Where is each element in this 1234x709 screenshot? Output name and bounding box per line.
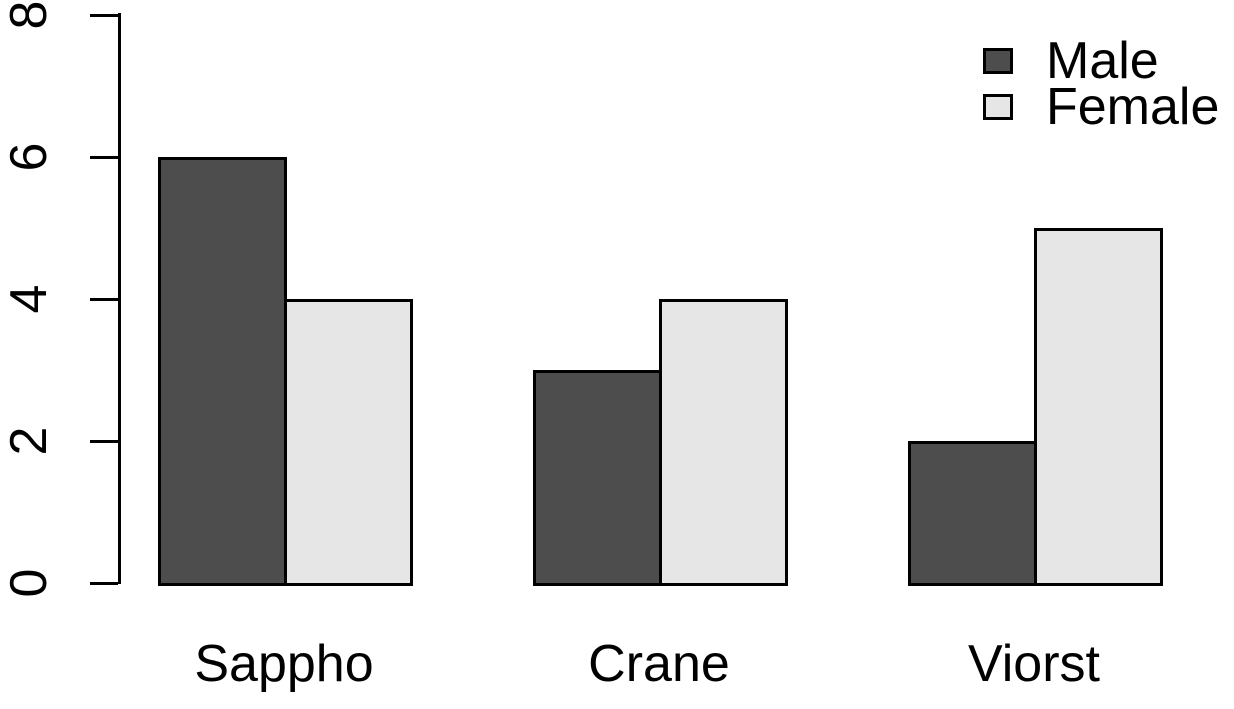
legend: Male Female: [983, 32, 1220, 136]
y-tick-label-6: 6: [0, 142, 58, 172]
bar-sappho-female: [284, 299, 413, 586]
y-tick-label-0: 0: [0, 568, 58, 598]
y-tick-4: [90, 297, 118, 301]
y-tick-label-8: 8: [0, 0, 58, 30]
legend-swatch-male: [983, 48, 1013, 74]
legend-entry-male: Male: [983, 32, 1219, 90]
category-label-crane: Crane: [588, 635, 730, 693]
y-tick-label-2: 2: [0, 426, 58, 456]
bar-crane-male: [533, 370, 662, 586]
bar-viorst-female: [1034, 228, 1163, 586]
category-label-viorst: Viorst: [968, 635, 1100, 693]
y-axis-line: [118, 13, 121, 584]
y-tick-8: [90, 13, 118, 17]
y-tick-0: [90, 581, 118, 585]
y-tick-2: [90, 439, 118, 443]
category-label-sappho: Sappho: [194, 635, 374, 693]
legend-label-female: Female: [1046, 78, 1220, 136]
bar-crane-female: [659, 299, 788, 586]
legend-entry-female: Female: [983, 78, 1220, 136]
legend-swatch-female: [983, 94, 1013, 120]
y-tick-label-4: 4: [0, 284, 58, 314]
legend-label-male: Male: [1046, 32, 1159, 90]
bar-viorst-male: [908, 441, 1037, 586]
bar-sappho-male: [158, 157, 287, 586]
y-tick-6: [90, 155, 118, 159]
